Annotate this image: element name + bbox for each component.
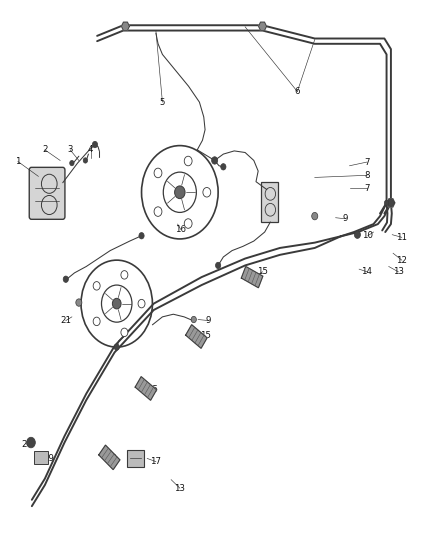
Text: 3: 3 (67, 146, 73, 155)
Text: 6: 6 (295, 87, 300, 96)
Circle shape (385, 200, 389, 206)
Circle shape (354, 231, 360, 238)
Text: 9: 9 (343, 214, 348, 223)
Text: 20: 20 (21, 440, 32, 449)
Text: 9: 9 (206, 316, 211, 325)
Polygon shape (387, 199, 395, 207)
Circle shape (184, 156, 192, 166)
Circle shape (93, 281, 100, 290)
Circle shape (27, 437, 35, 448)
Text: 5: 5 (160, 98, 165, 107)
Text: 4: 4 (88, 146, 93, 155)
Circle shape (175, 186, 185, 199)
Polygon shape (241, 266, 263, 288)
Circle shape (221, 164, 226, 170)
Circle shape (113, 298, 121, 309)
Circle shape (203, 188, 211, 197)
Text: 7: 7 (364, 183, 370, 192)
Bar (127, 450, 144, 467)
Polygon shape (99, 445, 120, 470)
Polygon shape (186, 325, 207, 348)
Circle shape (121, 271, 128, 279)
Text: 1: 1 (15, 157, 21, 166)
Text: 7: 7 (364, 158, 370, 166)
Polygon shape (135, 377, 156, 400)
Circle shape (93, 317, 100, 326)
Circle shape (154, 168, 162, 177)
Polygon shape (261, 182, 278, 222)
Text: 12: 12 (396, 256, 407, 265)
Circle shape (70, 160, 74, 166)
Circle shape (191, 317, 196, 322)
Circle shape (212, 157, 218, 164)
Circle shape (184, 219, 192, 228)
Polygon shape (121, 22, 129, 30)
Text: 21: 21 (60, 316, 71, 325)
Text: 15: 15 (106, 454, 117, 463)
Text: 11: 11 (396, 233, 407, 242)
Text: 2: 2 (42, 146, 48, 155)
Circle shape (388, 199, 394, 207)
Text: 19: 19 (43, 454, 54, 463)
FancyBboxPatch shape (29, 167, 65, 219)
Text: 15: 15 (147, 385, 159, 394)
Text: 13: 13 (174, 483, 185, 492)
Text: 14: 14 (361, 268, 372, 276)
Text: 15: 15 (200, 331, 211, 340)
Bar (35, 451, 48, 464)
Circle shape (154, 207, 162, 216)
Circle shape (92, 141, 98, 148)
Text: 17: 17 (150, 457, 161, 466)
Circle shape (139, 232, 144, 239)
Text: 10: 10 (362, 231, 373, 240)
Text: 8: 8 (364, 171, 370, 180)
Circle shape (83, 158, 88, 163)
Circle shape (114, 344, 119, 350)
Text: 16: 16 (175, 225, 186, 234)
Text: 13: 13 (393, 268, 404, 276)
Circle shape (312, 213, 318, 220)
Polygon shape (258, 22, 266, 30)
Circle shape (215, 262, 221, 269)
Circle shape (138, 300, 145, 308)
Text: 15: 15 (257, 268, 268, 276)
Circle shape (76, 299, 82, 306)
Circle shape (63, 276, 68, 282)
Circle shape (121, 328, 128, 337)
